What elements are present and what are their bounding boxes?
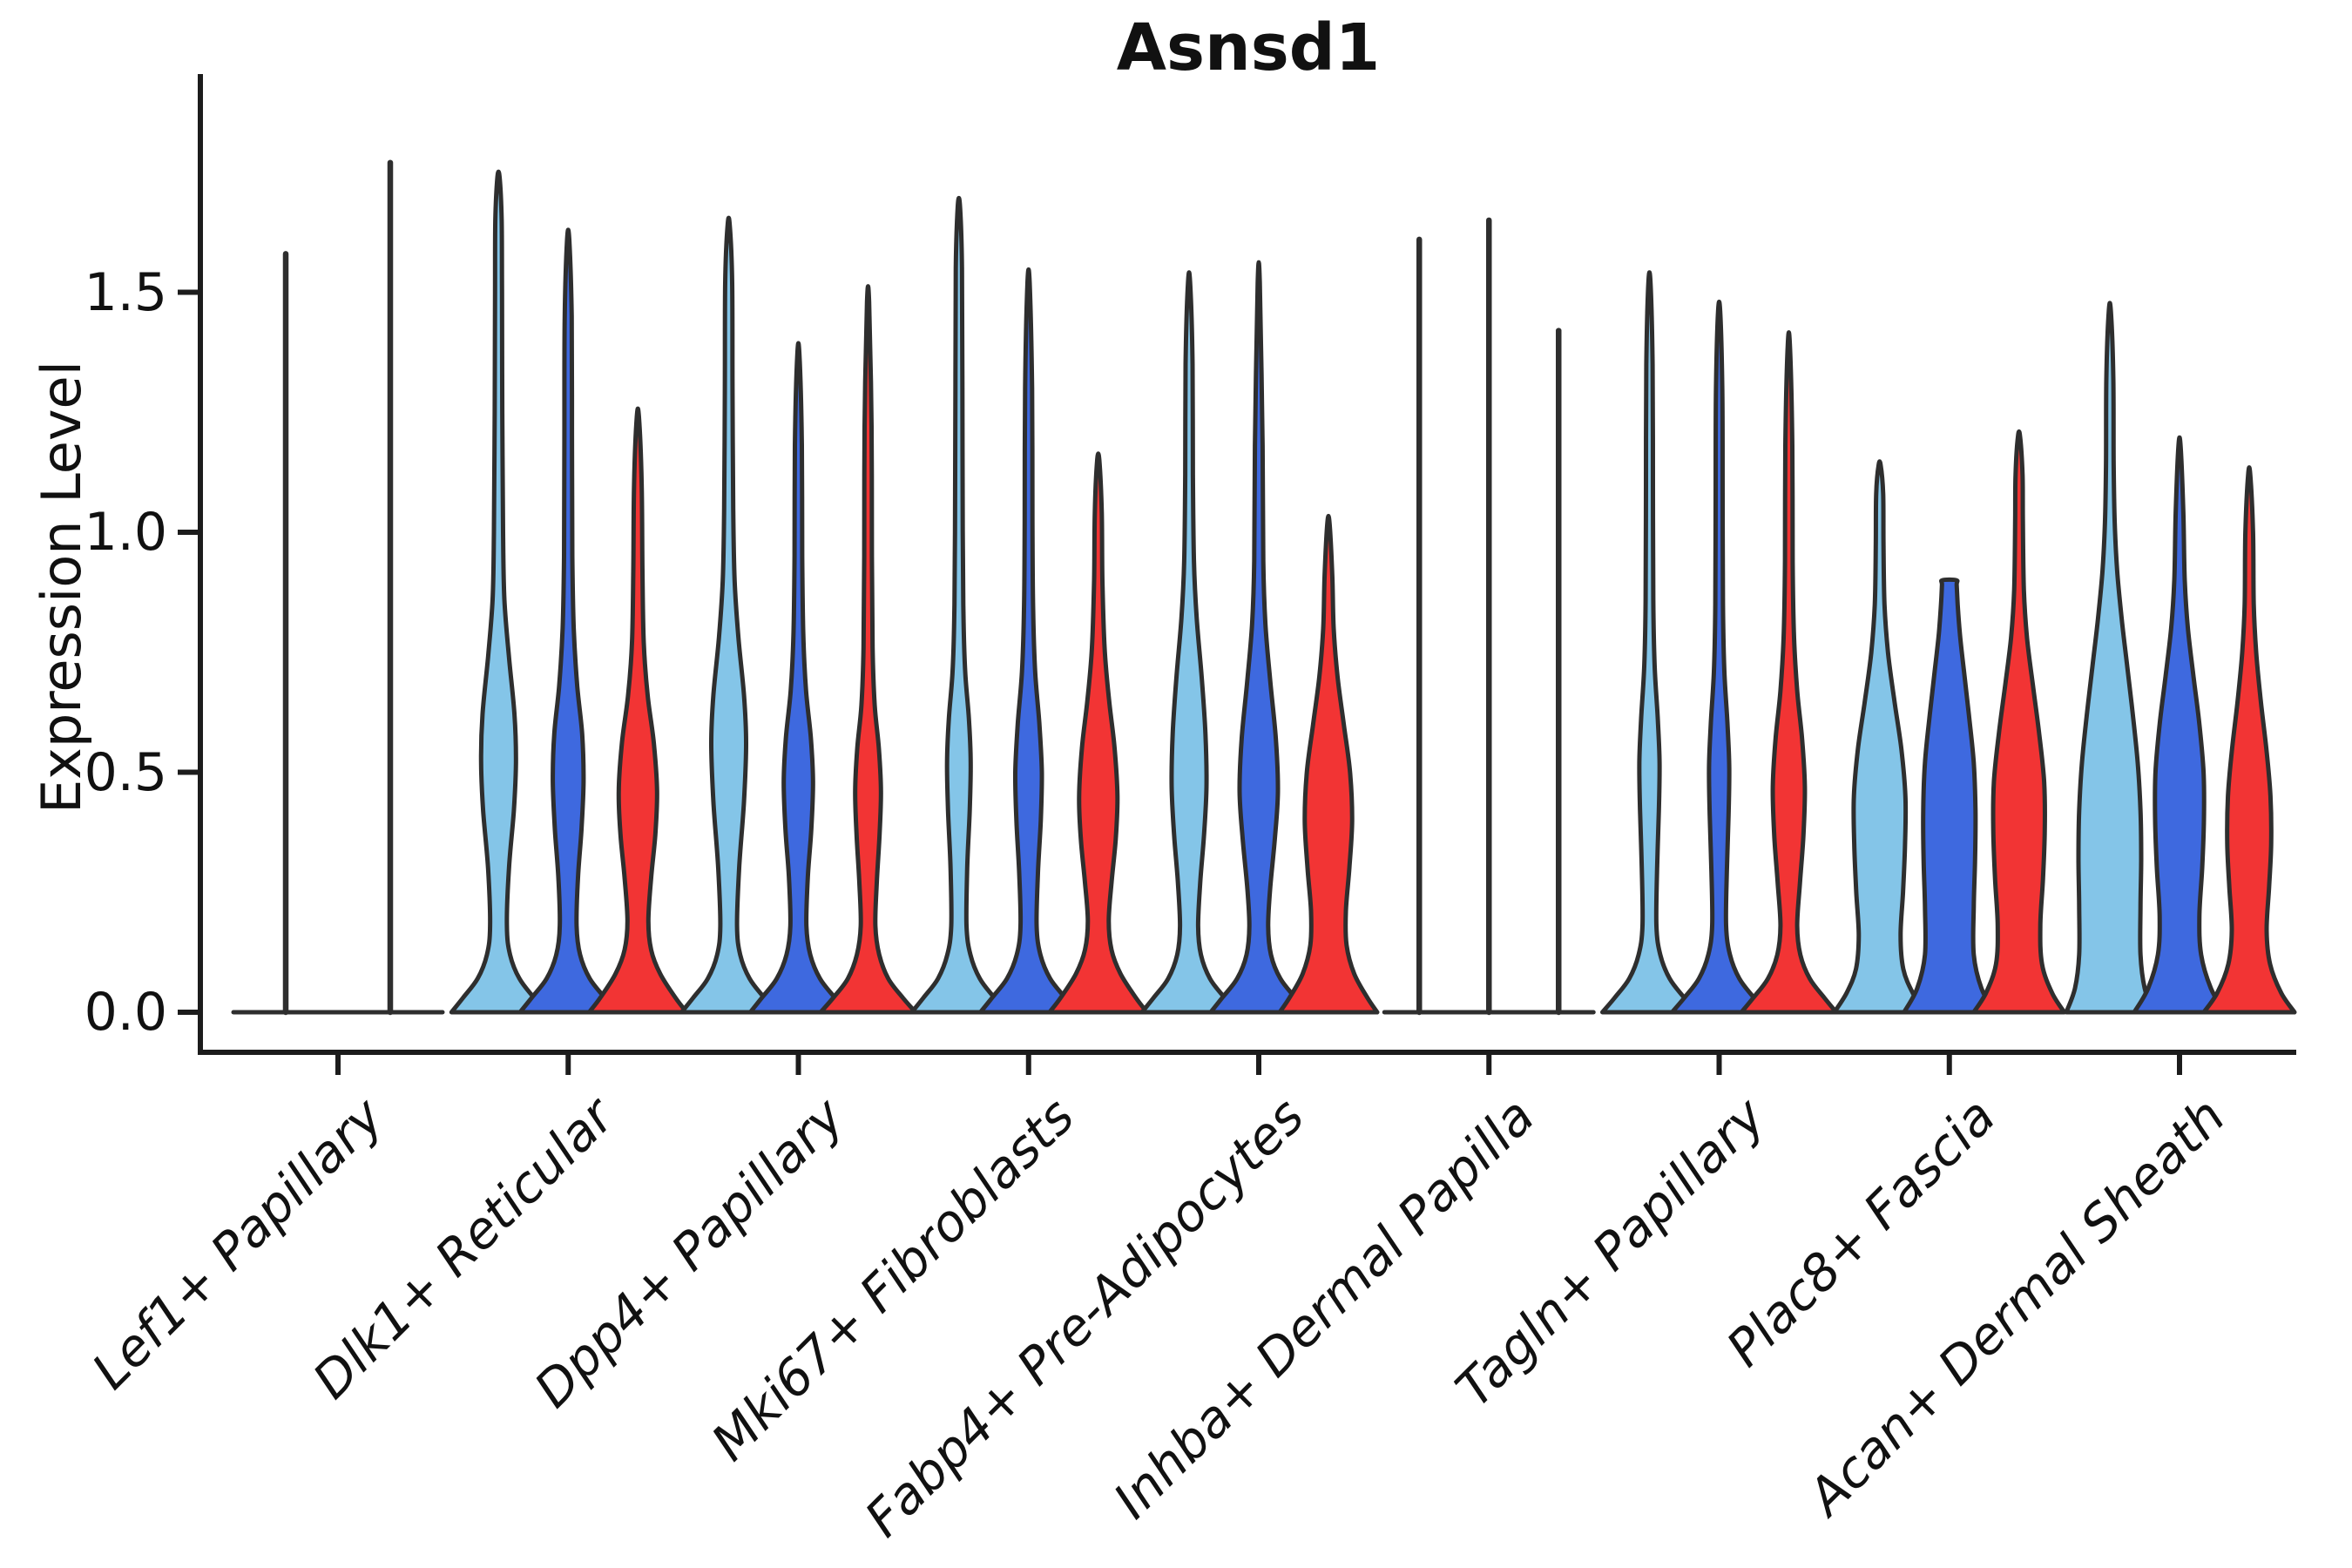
violin-dpp4-papillary-red <box>818 284 918 1015</box>
violin-tagln-papillary-lightblue <box>1600 270 1699 1015</box>
violin-tagln-papillary-red <box>1739 330 1839 1015</box>
y-tick-label-0.5: 0.5 <box>84 741 167 803</box>
violin-dpp4-papillary-blue <box>747 341 849 1015</box>
y-tick-label-1.0: 1.0 <box>84 502 167 563</box>
violin-plac8-fascia-blue <box>1902 577 1997 1015</box>
violin-dlk1-reticular-lightblue <box>449 169 548 1015</box>
violin-acan-dermal-sheath-red <box>2201 465 2297 1015</box>
violin-dlk1-reticular-blue <box>517 227 618 1015</box>
violin-plac8-fascia-lightblue <box>1832 459 1928 1015</box>
violin-fabp4-pre-adipocytes-red <box>1277 513 1380 1015</box>
violin-fabp4-pre-adipocytes-blue <box>1208 260 1309 1015</box>
y-tick-label-1.5: 1.5 <box>84 261 167 323</box>
violin-fabp4-pre-adipocytes-lightblue <box>1139 270 1239 1015</box>
y-tick-label-0.0: 0.0 <box>84 982 167 1043</box>
violin-dlk1-reticular-red <box>586 406 689 1015</box>
violin-dpp4-papillary-lightblue <box>679 215 778 1015</box>
violin-mki67-fibroblasts-blue <box>978 267 1079 1015</box>
chart-title: Asnsd1 <box>1116 10 1381 85</box>
violin-acan-dermal-sheath-blue <box>2132 435 2227 1015</box>
violin-mki67-fibroblasts-red <box>1047 451 1150 1015</box>
violin-plac8-fascia-red <box>1971 429 2067 1015</box>
violin-acan-dermal-sheath-lightblue <box>2064 301 2156 1015</box>
violin-mki67-fibroblasts-lightblue <box>909 195 1009 1015</box>
violin-tagln-papillary-blue <box>1670 299 1768 1015</box>
